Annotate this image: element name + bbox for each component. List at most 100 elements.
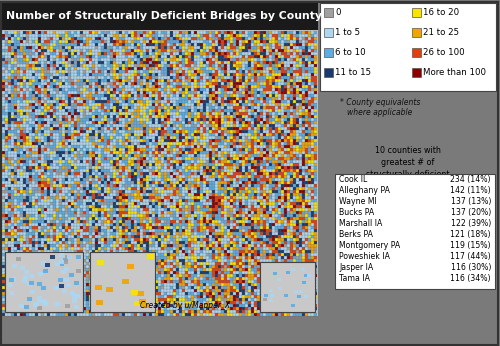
Bar (233, 217, 235, 220)
Bar (53, 109, 56, 112)
Bar (146, 247, 148, 250)
Bar (308, 244, 310, 247)
Bar (35, 154, 37, 157)
Bar (71, 256, 74, 259)
Bar (281, 280, 283, 283)
Bar (101, 280, 103, 283)
Bar (146, 313, 148, 316)
Bar (236, 202, 238, 205)
Bar (80, 244, 82, 247)
Bar (212, 46, 214, 49)
Bar (296, 277, 298, 280)
Bar (299, 307, 302, 310)
Bar (110, 298, 112, 301)
Bar (113, 112, 116, 115)
Bar (236, 250, 238, 253)
Bar (308, 256, 310, 259)
Bar (50, 175, 52, 178)
Bar (20, 268, 22, 271)
Bar (8, 208, 10, 211)
Bar (275, 97, 278, 100)
Bar (119, 97, 122, 100)
Bar (161, 241, 164, 244)
Bar (143, 166, 146, 169)
Bar (65, 169, 68, 172)
Bar (56, 130, 58, 133)
Bar (221, 295, 224, 298)
Bar (44, 136, 46, 139)
Bar (191, 262, 194, 265)
Bar (308, 46, 310, 49)
Bar (74, 145, 76, 148)
Bar (8, 157, 10, 160)
Bar (170, 130, 172, 133)
Bar (197, 211, 200, 214)
Bar (146, 301, 148, 304)
Bar (41, 229, 43, 232)
Bar (56, 208, 58, 211)
Bar (56, 307, 58, 310)
Bar (50, 49, 52, 52)
Bar (62, 187, 64, 190)
Bar (203, 133, 205, 136)
Bar (245, 181, 248, 184)
Bar (284, 151, 286, 154)
Bar (275, 295, 278, 298)
Bar (170, 40, 172, 43)
Bar (179, 181, 182, 184)
Bar (122, 250, 124, 253)
Bar (128, 229, 130, 232)
Bar (101, 223, 103, 226)
Bar (86, 121, 88, 124)
Bar (56, 115, 58, 118)
Bar (209, 166, 212, 169)
Bar (29, 37, 32, 40)
Bar (200, 139, 202, 142)
Bar (20, 271, 22, 274)
Bar (89, 91, 92, 94)
Bar (290, 301, 292, 304)
Bar (128, 208, 130, 211)
Bar (290, 166, 292, 169)
Bar (74, 34, 76, 37)
Bar (248, 94, 250, 97)
Bar (260, 292, 262, 295)
Bar (14, 118, 16, 121)
Bar (17, 301, 20, 304)
Bar (62, 280, 64, 283)
Bar (86, 187, 88, 190)
Bar (161, 82, 164, 85)
Bar (182, 64, 184, 67)
Bar (161, 253, 164, 256)
Bar (308, 295, 310, 298)
Bar (278, 205, 280, 208)
Bar (185, 301, 188, 304)
Bar (263, 133, 266, 136)
Bar (185, 241, 188, 244)
Bar (191, 100, 194, 103)
Bar (308, 259, 310, 262)
Bar (104, 169, 106, 172)
Bar (296, 40, 298, 43)
Bar (47, 31, 50, 34)
Bar (59, 136, 62, 139)
Bar (305, 40, 308, 43)
Bar (218, 274, 220, 277)
Bar (197, 274, 200, 277)
Bar (254, 175, 256, 178)
Bar (47, 301, 50, 304)
Bar (308, 289, 310, 292)
Bar (182, 262, 184, 265)
Bar (272, 208, 274, 211)
Bar (299, 304, 302, 307)
Bar (68, 241, 70, 244)
Bar (56, 103, 58, 106)
Bar (53, 301, 56, 304)
Bar (287, 292, 290, 295)
Bar (251, 295, 254, 298)
Bar (59, 181, 62, 184)
Bar (221, 88, 224, 91)
Bar (107, 268, 110, 271)
Bar (236, 262, 238, 265)
Bar (74, 163, 76, 166)
